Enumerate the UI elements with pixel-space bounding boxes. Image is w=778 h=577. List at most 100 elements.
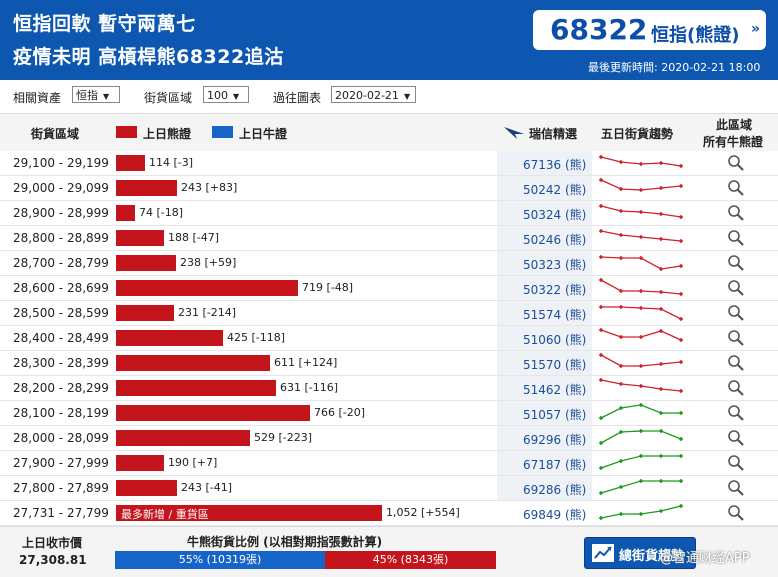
zone-range: 28,900 - 28,999	[13, 206, 109, 220]
sparkline-point	[618, 232, 624, 238]
cbbc-pick-code: 50324 (熊)	[523, 208, 587, 222]
sparkline-point	[638, 187, 644, 193]
five-day-sparkline[interactable]	[597, 152, 687, 174]
five-day-sparkline[interactable]	[597, 277, 687, 299]
cbbc-pick-link[interactable]: 50246 (熊)	[497, 226, 592, 250]
sparkline-point	[678, 238, 684, 244]
caret-down-icon: ▼	[103, 92, 110, 101]
search-icon[interactable]	[727, 354, 745, 372]
cbbc-pick-link[interactable]: 69849 (熊)	[497, 501, 592, 525]
asset-select[interactable]: 恒指 ▼	[72, 86, 120, 103]
search-icon[interactable]	[727, 229, 745, 247]
bear-bar	[116, 380, 276, 396]
asset-select-value: 恒指	[76, 89, 98, 102]
sparkline-point	[618, 484, 624, 490]
bear-bar-value: 74 [-18]	[139, 206, 184, 219]
prev-close-label: 上日收市價	[22, 536, 83, 550]
table-row: 28,000 - 28,099 529 [-223] 69296 (熊)	[0, 426, 778, 451]
search-icon[interactable]	[727, 504, 745, 522]
five-day-sparkline[interactable]	[597, 402, 687, 424]
sparkline-point	[638, 255, 644, 261]
search-icon[interactable]	[727, 454, 745, 472]
five-day-sparkline[interactable]	[597, 227, 687, 249]
cbbc-pick-link[interactable]: 67136 (熊)	[497, 151, 592, 175]
col-all-cbbc-line2: 所有牛熊證	[703, 135, 764, 149]
bear-bar-value: 243 [+83]	[181, 181, 238, 194]
table-row: 28,800 - 28,899 188 [-47] 50246 (熊)	[0, 226, 778, 251]
past-chart-select[interactable]: 2020-02-21 ▼	[331, 86, 416, 103]
table-row: 28,900 - 28,999 74 [-18] 50324 (熊)	[0, 201, 778, 226]
featured-cbbc-code: 68322	[550, 13, 648, 46]
bear-bar	[116, 455, 164, 471]
double-chevron-right-icon: »	[750, 21, 760, 37]
sparkline-point	[638, 288, 644, 294]
search-icon[interactable]	[727, 179, 745, 197]
col-zone: 街貨區域	[31, 127, 80, 141]
bear-bar	[116, 255, 176, 271]
header-banner: 恒指回軟 暫守兩萬七 疫情未明 高槓桿熊68322追沽 68322 恒指(熊證)…	[0, 0, 778, 80]
sparkline-point	[678, 263, 684, 269]
cbbc-pick-code: 67136 (熊)	[523, 158, 587, 172]
cbbc-pick-link[interactable]: 51057 (熊)	[497, 401, 592, 425]
five-day-sparkline[interactable]	[597, 352, 687, 374]
zone-range: 28,500 - 28,599	[13, 306, 109, 320]
cbbc-pick-link[interactable]: 50242 (熊)	[497, 176, 592, 200]
cbbc-pick-code: 69296 (熊)	[523, 433, 587, 447]
table-row: 28,500 - 28,599 231 [-214] 51574 (熊)	[0, 301, 778, 326]
search-icon[interactable]	[727, 254, 745, 272]
col-ubs-pick: 瑞信精選	[529, 127, 578, 141]
sparkline-point	[598, 327, 604, 333]
search-icon[interactable]	[727, 304, 745, 322]
five-day-sparkline[interactable]	[597, 452, 687, 474]
five-day-sparkline[interactable]	[597, 202, 687, 224]
cbbc-pick-code: 69286 (熊)	[523, 483, 587, 497]
cbbc-pick-link[interactable]: 69296 (熊)	[497, 426, 592, 450]
total-trend-button[interactable]: 總街貨趨勢	[584, 537, 696, 569]
sparkline-point	[678, 337, 684, 343]
five-day-sparkline[interactable]	[597, 502, 687, 524]
bear-bar-value: 231 [-214]	[178, 306, 237, 319]
cbbc-pick-link[interactable]: 51060 (熊)	[497, 326, 592, 350]
cbbc-pick-link[interactable]: 50323 (熊)	[497, 251, 592, 275]
search-icon[interactable]	[727, 279, 745, 297]
cbbc-pick-link[interactable]: 50322 (熊)	[497, 276, 592, 300]
sparkline-point	[598, 277, 604, 283]
five-day-sparkline[interactable]	[597, 427, 687, 449]
search-icon[interactable]	[727, 404, 745, 422]
cbbc-pick-link[interactable]: 50324 (熊)	[497, 201, 592, 225]
cbbc-pick-link[interactable]: 51574 (熊)	[497, 301, 592, 325]
search-icon[interactable]	[727, 479, 745, 497]
sparkline-point	[598, 440, 604, 446]
five-day-sparkline[interactable]	[597, 377, 687, 399]
five-day-sparkline[interactable]	[597, 302, 687, 324]
cbbc-pick-link[interactable]: 69286 (熊)	[497, 476, 592, 500]
search-icon[interactable]	[727, 429, 745, 447]
search-icon[interactable]	[727, 204, 745, 222]
search-icon[interactable]	[727, 154, 745, 172]
table-row: 28,700 - 28,799 238 [+59] 50323 (熊)	[0, 251, 778, 276]
sparkline-point	[618, 304, 624, 310]
sparkline-point	[678, 163, 684, 169]
featured-cbbc-button[interactable]: 68322 恒指(熊證) »	[533, 10, 766, 50]
five-day-sparkline[interactable]	[597, 177, 687, 199]
five-day-sparkline[interactable]	[597, 327, 687, 349]
cbbc-pick-link[interactable]: 51462 (熊)	[497, 376, 592, 400]
sparkline-point	[598, 465, 604, 471]
zone-select-value: 100	[207, 89, 228, 102]
sparkline-point	[658, 266, 664, 272]
search-icon[interactable]	[727, 329, 745, 347]
sparkline-point	[618, 405, 624, 411]
search-icon[interactable]	[727, 379, 745, 397]
sparkline-point	[658, 328, 664, 334]
sparkline-point	[658, 428, 664, 434]
total-trend-button-label: 總街貨趨勢	[619, 549, 685, 564]
five-day-sparkline[interactable]	[597, 477, 687, 499]
sparkline-point	[618, 363, 624, 369]
five-day-sparkline[interactable]	[597, 252, 687, 274]
cbbc-pick-link[interactable]: 51570 (熊)	[497, 351, 592, 375]
sparkline-point	[598, 352, 604, 358]
zone-select[interactable]: 100 ▼	[203, 86, 249, 103]
bear-bar-value: 188 [-47]	[168, 231, 220, 244]
bear-bar	[116, 155, 145, 171]
cbbc-pick-link[interactable]: 67187 (熊)	[497, 451, 592, 475]
